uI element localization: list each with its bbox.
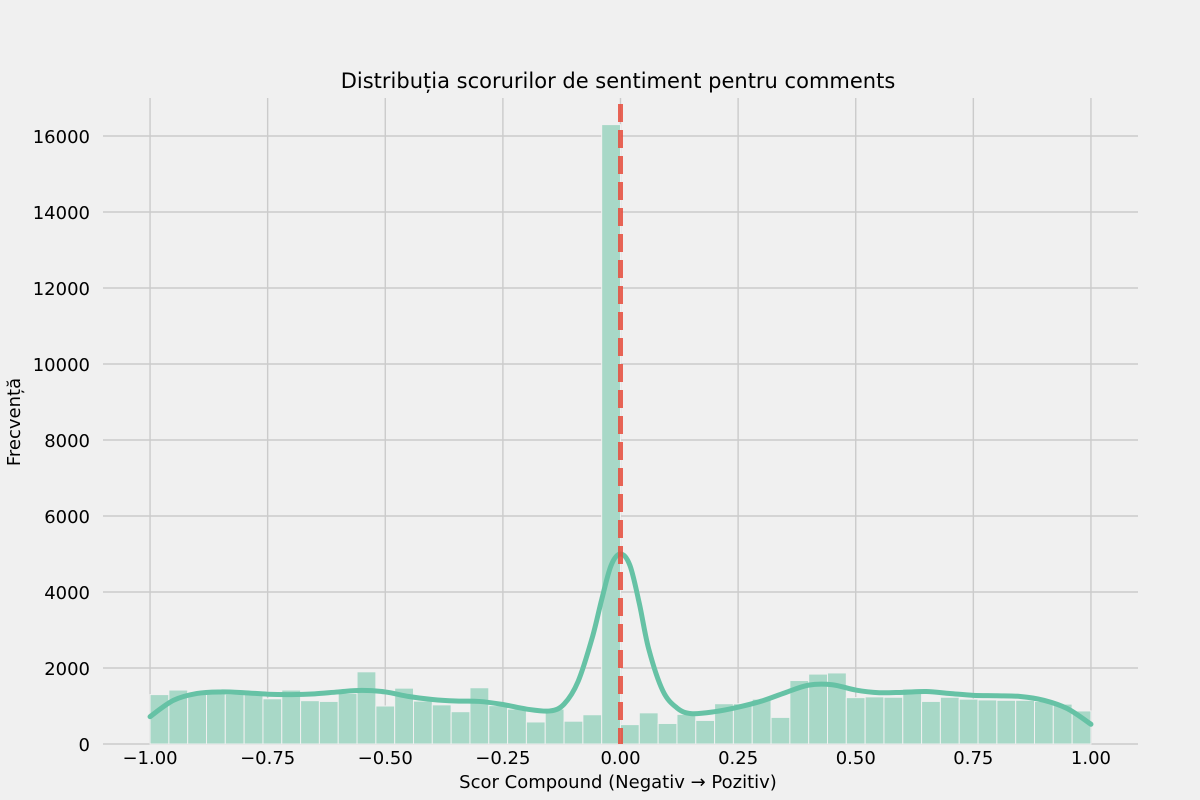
histogram-bar bbox=[187, 692, 208, 745]
y-tick-label: 6000 bbox=[44, 507, 90, 528]
x-tick-label: −1.00 bbox=[122, 748, 177, 769]
y-tick-label: 4000 bbox=[44, 583, 90, 604]
x-tick-label: −0.75 bbox=[240, 748, 295, 769]
y-tick-label: 2000 bbox=[44, 659, 90, 680]
y-tick-label: 12000 bbox=[33, 279, 90, 300]
x-axis-label: Scor Compound (Negativ → Pozitiv) bbox=[459, 772, 777, 793]
histogram-bar bbox=[356, 671, 377, 745]
histogram-bar bbox=[921, 700, 941, 745]
histogram-bar bbox=[695, 719, 716, 745]
y-tick-label: 16000 bbox=[33, 127, 90, 148]
histogram-bar bbox=[751, 698, 772, 745]
histogram-bar bbox=[958, 698, 979, 745]
x-tick-label: −0.25 bbox=[475, 748, 530, 769]
histogram-bar bbox=[413, 700, 433, 745]
y-axis-label: Frecvență bbox=[4, 378, 25, 466]
histogram-bar bbox=[206, 692, 226, 745]
histogram-bar bbox=[450, 711, 471, 745]
histogram-bar bbox=[883, 696, 904, 745]
histogram-bar bbox=[375, 705, 396, 745]
y-tick-label: 8000 bbox=[44, 431, 90, 452]
histogram-bar bbox=[582, 714, 603, 745]
x-tick-label: 0.00 bbox=[600, 748, 640, 769]
histogram-bar bbox=[337, 692, 358, 745]
histogram-bar bbox=[1034, 700, 1054, 745]
x-tick-label: −0.50 bbox=[358, 748, 413, 769]
x-tick-label: 0.75 bbox=[953, 748, 993, 769]
x-tick-labels: −1.00 −0.75 −0.50 −0.25 0.00 0.25 0.50 0.75 1.00 bbox=[122, 748, 1111, 769]
histogram-bar bbox=[864, 696, 885, 745]
histogram-bar bbox=[770, 716, 791, 745]
histogram-bar bbox=[902, 688, 923, 745]
histogram-bar bbox=[224, 693, 245, 745]
histogram-bar bbox=[262, 698, 283, 745]
x-tick-label: 0.25 bbox=[718, 748, 758, 769]
histogram-bar bbox=[525, 721, 546, 745]
y-tick-label: 10000 bbox=[33, 355, 90, 376]
histogram-bar bbox=[996, 699, 1017, 745]
histogram-bar bbox=[1015, 699, 1036, 745]
y-tick-label: 0 bbox=[79, 735, 90, 756]
histogram-bar bbox=[977, 699, 998, 745]
histogram-bar bbox=[243, 692, 264, 745]
histogram-bar bbox=[638, 712, 659, 745]
y-tick-label: 14000 bbox=[33, 203, 90, 224]
histogram-bar bbox=[620, 724, 640, 745]
histogram-bar bbox=[601, 124, 622, 745]
histogram-bar bbox=[845, 697, 866, 745]
x-tick-label: 1.00 bbox=[1071, 748, 1111, 769]
histogram-bars bbox=[149, 124, 1092, 745]
histogram-bar bbox=[544, 708, 565, 745]
x-tick-label: 0.50 bbox=[836, 748, 876, 769]
chart-title: Distribuția scorurilor de sentiment pent… bbox=[341, 69, 896, 93]
y-tick-labels: 0 2000 4000 6000 8000 10000 12000 14000 16000 bbox=[33, 127, 90, 756]
histogram-bar bbox=[488, 705, 509, 745]
histogram-bar bbox=[657, 722, 678, 745]
histogram-bar bbox=[563, 720, 584, 745]
histogram-bar bbox=[507, 708, 527, 745]
histogram-bar bbox=[676, 713, 697, 745]
histogram-bar bbox=[281, 689, 302, 745]
histogram-bar bbox=[431, 704, 452, 745]
histogram-bar bbox=[318, 700, 339, 745]
histogram-bar bbox=[939, 696, 960, 745]
histogram-bar bbox=[300, 700, 320, 745]
histogram-bar bbox=[469, 687, 490, 745]
